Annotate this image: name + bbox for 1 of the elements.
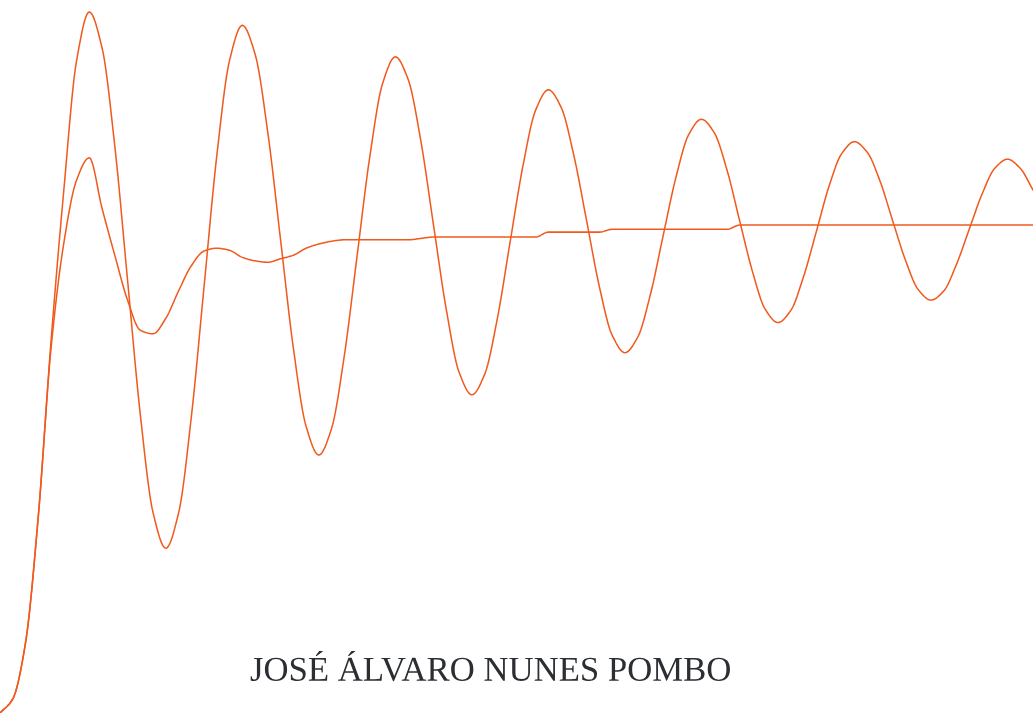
annotation: JOSÉ ÁLVARO NUNES POMBO [250,650,730,682]
